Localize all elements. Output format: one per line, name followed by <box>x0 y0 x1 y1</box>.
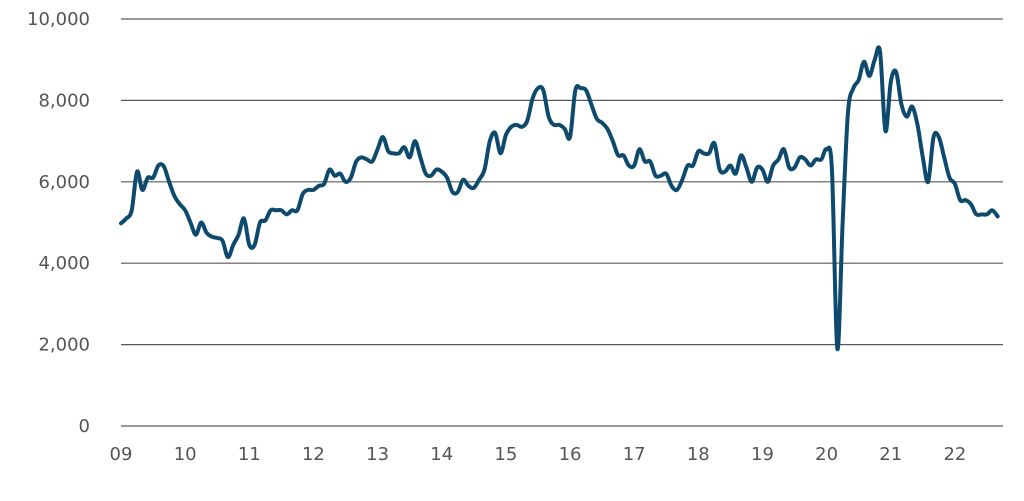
y-tick-label: 10,000 <box>27 9 90 30</box>
x-tick-label: 09 <box>110 444 133 465</box>
x-tick-label: 10 <box>174 444 197 465</box>
x-tick-label: 11 <box>238 444 261 465</box>
x-tick-label: 12 <box>302 444 325 465</box>
x-tick-label: 17 <box>623 444 646 465</box>
x-tick-label: 13 <box>366 444 389 465</box>
y-tick-label: 6,000 <box>38 172 90 193</box>
x-tick-label: 16 <box>559 444 582 465</box>
x-tick-label: 19 <box>751 444 774 465</box>
x-tick-label: 20 <box>815 444 838 465</box>
y-tick-label: 2,000 <box>38 335 90 356</box>
x-tick-label: 22 <box>943 444 966 465</box>
series-line-0 <box>119 45 1000 351</box>
x-tick-label: 21 <box>879 444 902 465</box>
x-axis-tick-labels: 09 10 11 12 13 14 15 16 17 18 19 20 21 22 <box>110 444 967 465</box>
series-layer <box>119 45 1000 351</box>
y-tick-label: 8,000 <box>38 90 90 111</box>
y-tick-label: 4,000 <box>38 253 90 274</box>
gridlines <box>121 18 1003 427</box>
y-tick-label: 0 <box>79 416 90 437</box>
x-tick-label: 14 <box>430 444 453 465</box>
x-tick-label: 18 <box>687 444 710 465</box>
x-tick-label: 15 <box>494 444 517 465</box>
y-axis-tick-labels: 0 2,000 4,000 6,000 8,000 10,000 <box>27 9 90 437</box>
